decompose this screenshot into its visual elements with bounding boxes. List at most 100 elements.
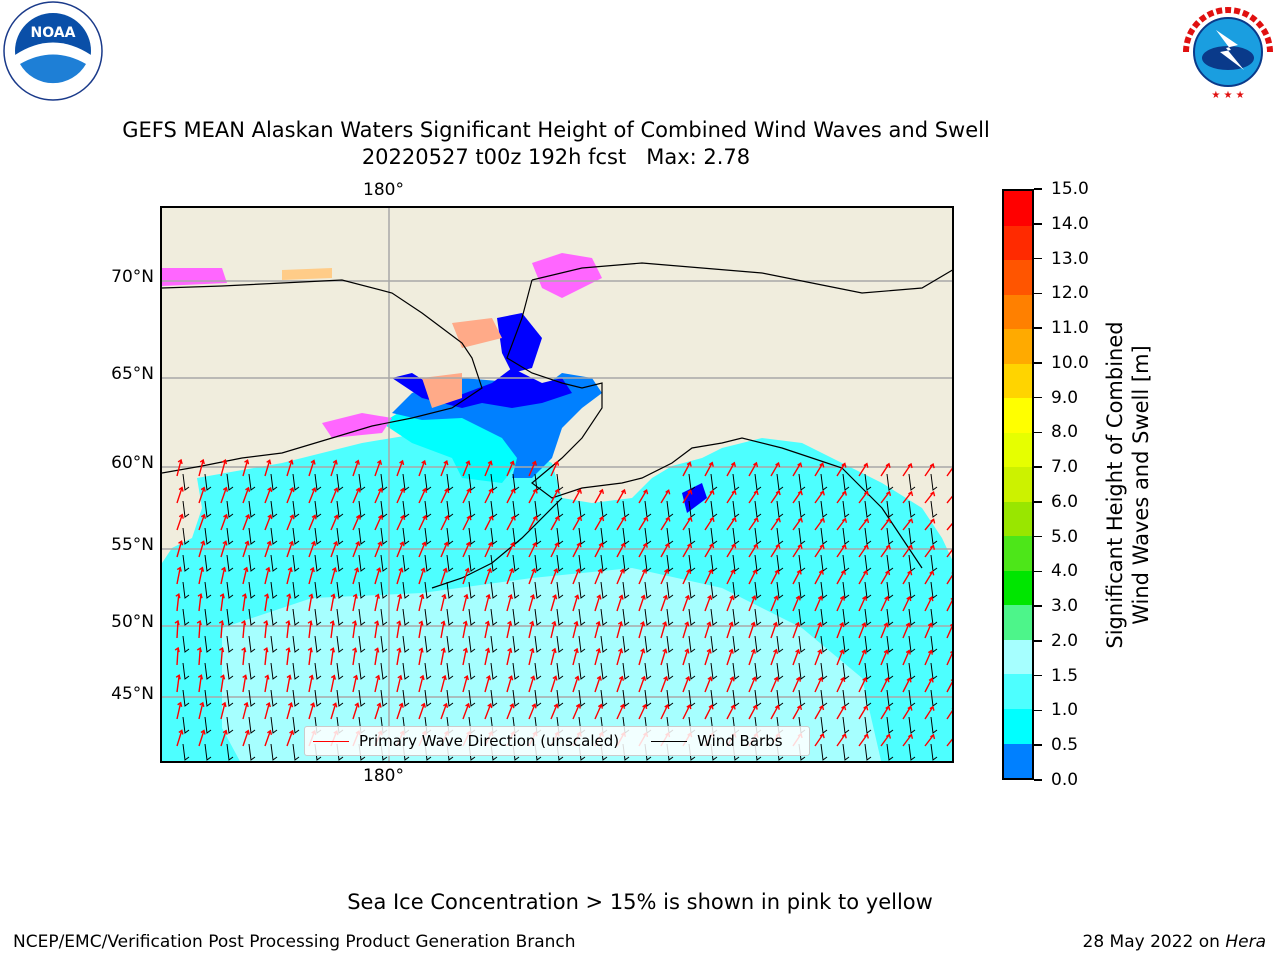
wave-arrow-head	[355, 487, 361, 493]
wind-barb	[512, 689, 520, 707]
wave-arrow	[264, 648, 268, 666]
wind-barb	[402, 662, 410, 680]
nws-logo: ★ ★ ★	[1178, 2, 1278, 102]
colorbar-tick-mark	[1034, 640, 1042, 642]
wave-arrow	[924, 463, 934, 477]
colorbar-tick-label: 9.0	[1051, 387, 1079, 408]
wind-barb	[556, 635, 564, 653]
wave-arrow	[858, 734, 868, 747]
wave-arrow	[242, 675, 247, 693]
wave-arrow	[704, 704, 713, 720]
wave-arrow	[726, 622, 733, 639]
wave-arrow-head	[840, 569, 846, 575]
wind-barb	[930, 716, 938, 734]
wave-arrow-head	[886, 490, 892, 497]
wind-barb	[446, 500, 454, 518]
wind-barb	[358, 527, 366, 545]
wind-barb	[314, 473, 322, 491]
wave-arrow	[682, 517, 692, 531]
wave-arrow	[374, 648, 379, 666]
wave-arrow-head	[531, 460, 537, 466]
wave-arrow-head	[244, 540, 250, 546]
colorbar-tick-mark	[1034, 327, 1042, 329]
wave-arrow	[704, 649, 711, 666]
wind-barb	[336, 554, 344, 572]
sea-ice-6	[422, 373, 462, 408]
wave-arrow-head	[864, 517, 870, 524]
wave-arrow-head	[795, 648, 801, 655]
wave-arrow	[924, 570, 934, 585]
svg-text:★ ★ ★: ★ ★ ★	[1211, 90, 1244, 101]
wave-arrow	[440, 568, 447, 585]
wave-arrow-head	[398, 702, 404, 708]
wind-barb	[490, 662, 498, 680]
wave-arrow	[264, 487, 272, 504]
wave-arrow	[198, 514, 206, 531]
wave-arrow-head	[352, 593, 358, 599]
wave-arrow	[902, 706, 912, 720]
wind-barb	[468, 527, 476, 545]
wave-arrow-head	[906, 595, 912, 602]
wave-arrow-head	[885, 733, 892, 739]
wind-barb	[424, 554, 432, 572]
wind-barb	[798, 608, 806, 626]
wave-arrow	[286, 460, 293, 477]
wind-barb	[204, 716, 212, 734]
wind-barb	[688, 554, 696, 572]
wind-barb	[930, 743, 938, 761]
wave-arrow	[880, 491, 890, 504]
wave-arrow	[550, 489, 559, 504]
wind-barb	[600, 689, 608, 707]
wind-barb	[886, 635, 894, 653]
wave-arrow-head	[333, 487, 339, 493]
colorbar-tick-label: 2.0	[1051, 630, 1079, 651]
wave-arrow	[880, 623, 888, 639]
wave-arrow	[902, 623, 910, 639]
lat-label-65: 65°N	[111, 364, 154, 384]
footer-date: 28 May 2022 on Hera	[1083, 932, 1267, 952]
wave-arrow	[418, 488, 427, 504]
wind-barb	[886, 473, 894, 491]
wave-arrow	[506, 648, 512, 666]
wave-arrow-head	[929, 570, 935, 576]
wave-arrow	[286, 594, 291, 612]
wave-arrow	[462, 621, 467, 639]
wind-barb	[644, 608, 652, 626]
wave-arrow-head	[486, 675, 492, 681]
wave-arrow-head	[552, 594, 558, 600]
wave-arrow-head	[398, 567, 404, 573]
wave-arrow-head	[263, 620, 269, 626]
wave-arrow	[638, 569, 646, 585]
wave-arrow	[946, 624, 952, 639]
wind-barb	[358, 500, 366, 518]
colorbar-segment	[1004, 674, 1032, 709]
wave-arrow-head	[817, 595, 823, 601]
wave-arrow-head	[399, 459, 405, 466]
wave-arrow-head	[621, 516, 627, 522]
wave-arrow	[374, 594, 380, 612]
wave-arrow-head	[309, 566, 315, 573]
wind-barb	[292, 500, 300, 518]
wave-arrow	[660, 517, 670, 531]
wind-barb	[534, 635, 542, 653]
wind-barb	[204, 500, 212, 518]
wave-arrow-head	[177, 458, 183, 465]
wind-barb	[292, 581, 300, 599]
wave-arrow	[330, 675, 336, 693]
wind-barb	[468, 662, 476, 680]
wave-arrow-head	[444, 514, 450, 521]
wind-barb	[798, 473, 806, 491]
wave-arrow	[704, 676, 712, 693]
wave-arrow-head	[863, 569, 869, 576]
wave-arrow	[264, 594, 269, 612]
wave-arrow	[176, 702, 182, 720]
wind-barb	[556, 473, 564, 491]
wave-arrow	[770, 677, 778, 693]
wave-arrow	[198, 567, 204, 585]
wave-arrow	[594, 676, 601, 693]
wave-arrow-head	[510, 488, 516, 494]
noaa-logo: NOAA	[3, 1, 103, 101]
wave-arrow	[660, 676, 668, 693]
colorbar-tick-label: 6.0	[1051, 491, 1079, 512]
wave-arrow-head	[908, 733, 914, 739]
